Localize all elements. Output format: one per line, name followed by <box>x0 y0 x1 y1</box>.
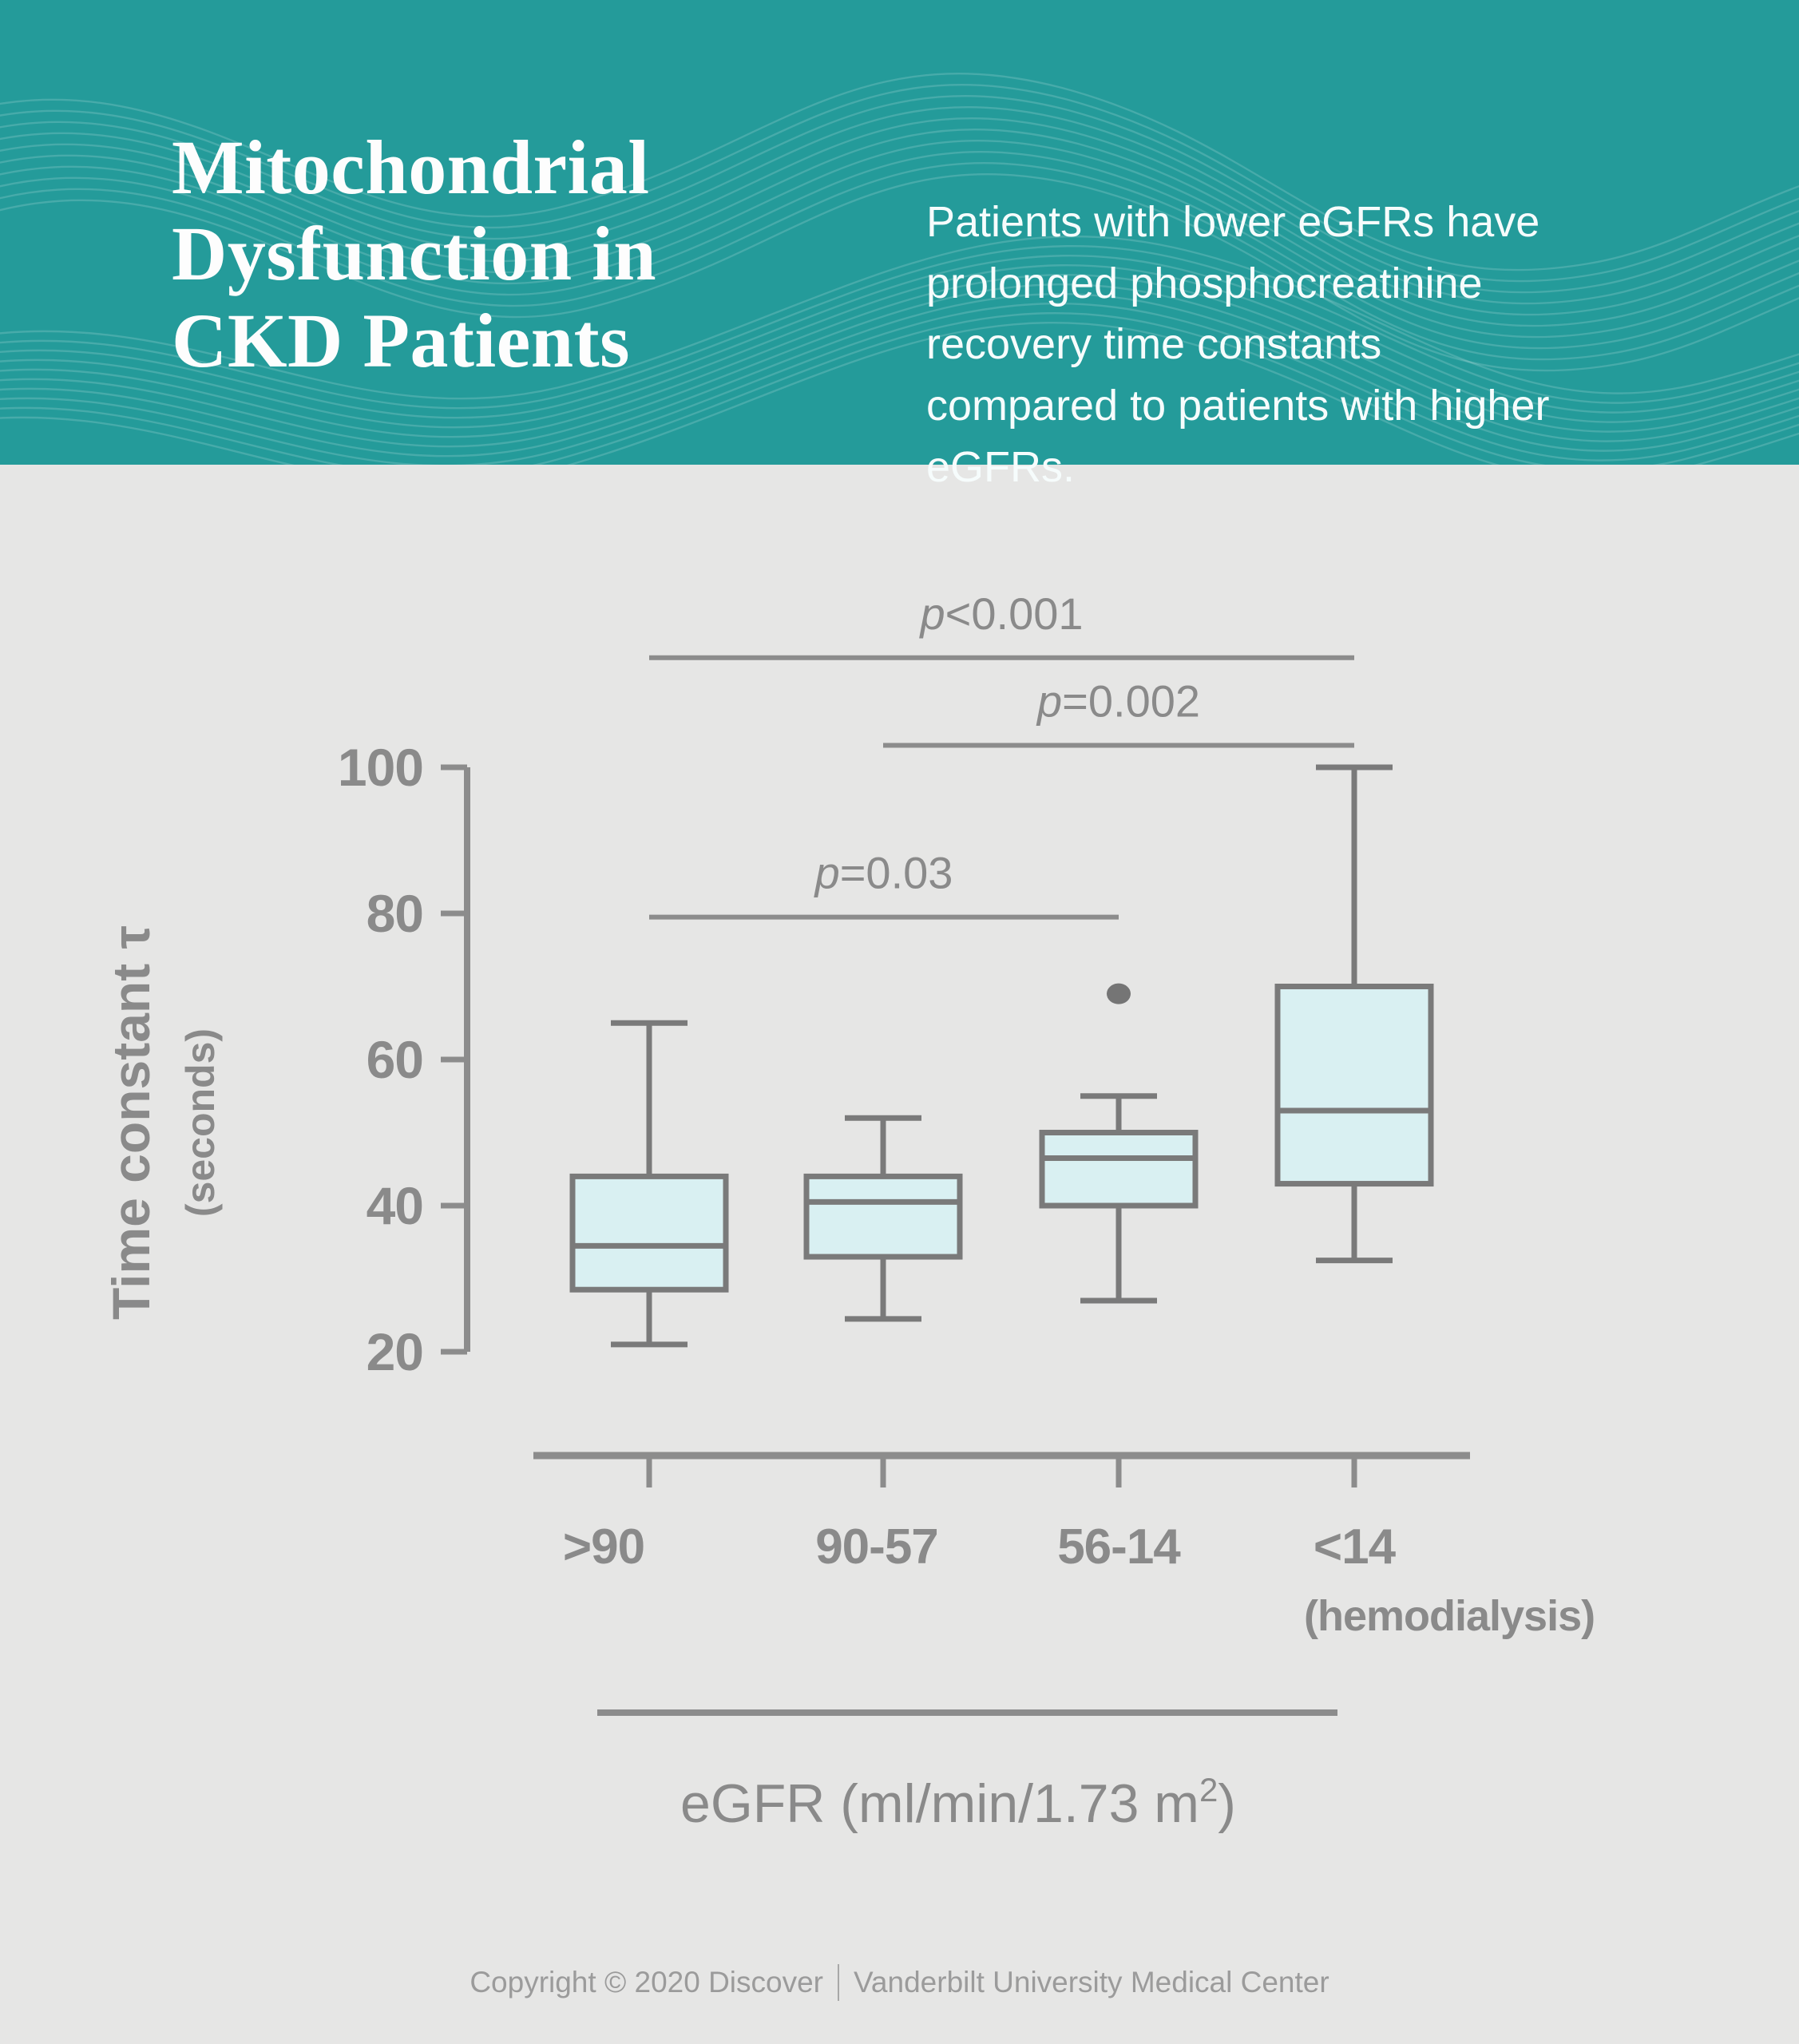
x-category-label: <14 <box>1314 1519 1397 1575</box>
page-title-line-2: Dysfunction in <box>172 211 657 297</box>
x-axis-title: eGFR (ml/min/1.73 m2) <box>680 1771 1236 1834</box>
footer-separator <box>838 1964 839 2001</box>
box-iqr <box>569 1173 729 1293</box>
footer: Copyright © 2020 Discover Vanderbilt Uni… <box>0 1955 1799 2010</box>
significance-label: p<0.001 <box>919 588 1084 639</box>
header-band: Mitochondrial Dysfunction in CKD Patient… <box>0 0 1799 491</box>
y-tick-label: 20 <box>367 1322 423 1381</box>
y-tick-label: 40 <box>367 1176 423 1235</box>
header-wave-decoration <box>0 73 1799 465</box>
x-category-label: >90 <box>563 1519 644 1575</box>
footer-organization: Vanderbilt University Medical Center <box>854 1966 1329 1998</box>
outlier-point <box>1107 983 1131 1004</box>
page-title: Mitochondrial Dysfunction in CKD Patient… <box>172 125 656 384</box>
footer-copyright: Copyright © 2020 Discover <box>470 1966 823 1998</box>
page-title-line-3: CKD Patients <box>172 297 630 383</box>
y-tick-label: 100 <box>338 738 423 797</box>
x-category-note: (hemodialysis) <box>1304 1592 1595 1640</box>
box-iqr <box>1274 984 1434 1187</box>
page-title-line-1: Mitochondrial <box>172 125 650 210</box>
x-category-label: 56-14 <box>1057 1519 1181 1575</box>
significance-label: p=0.03 <box>814 848 953 898</box>
y-axis-unit: (seconds) <box>178 1028 223 1217</box>
header-subtitle: Patients with lower eGFRs have prolonged… <box>926 198 1550 491</box>
y-axis-title: Time constant τ <box>101 925 160 1320</box>
y-tick-label: 80 <box>367 884 423 943</box>
box-iqr <box>1039 1130 1199 1209</box>
x-category-label: 90-57 <box>815 1519 938 1575</box>
y-tick-label: 60 <box>367 1030 423 1089</box>
significance-label: p=0.002 <box>1036 676 1200 727</box>
box-iqr <box>803 1173 963 1260</box>
